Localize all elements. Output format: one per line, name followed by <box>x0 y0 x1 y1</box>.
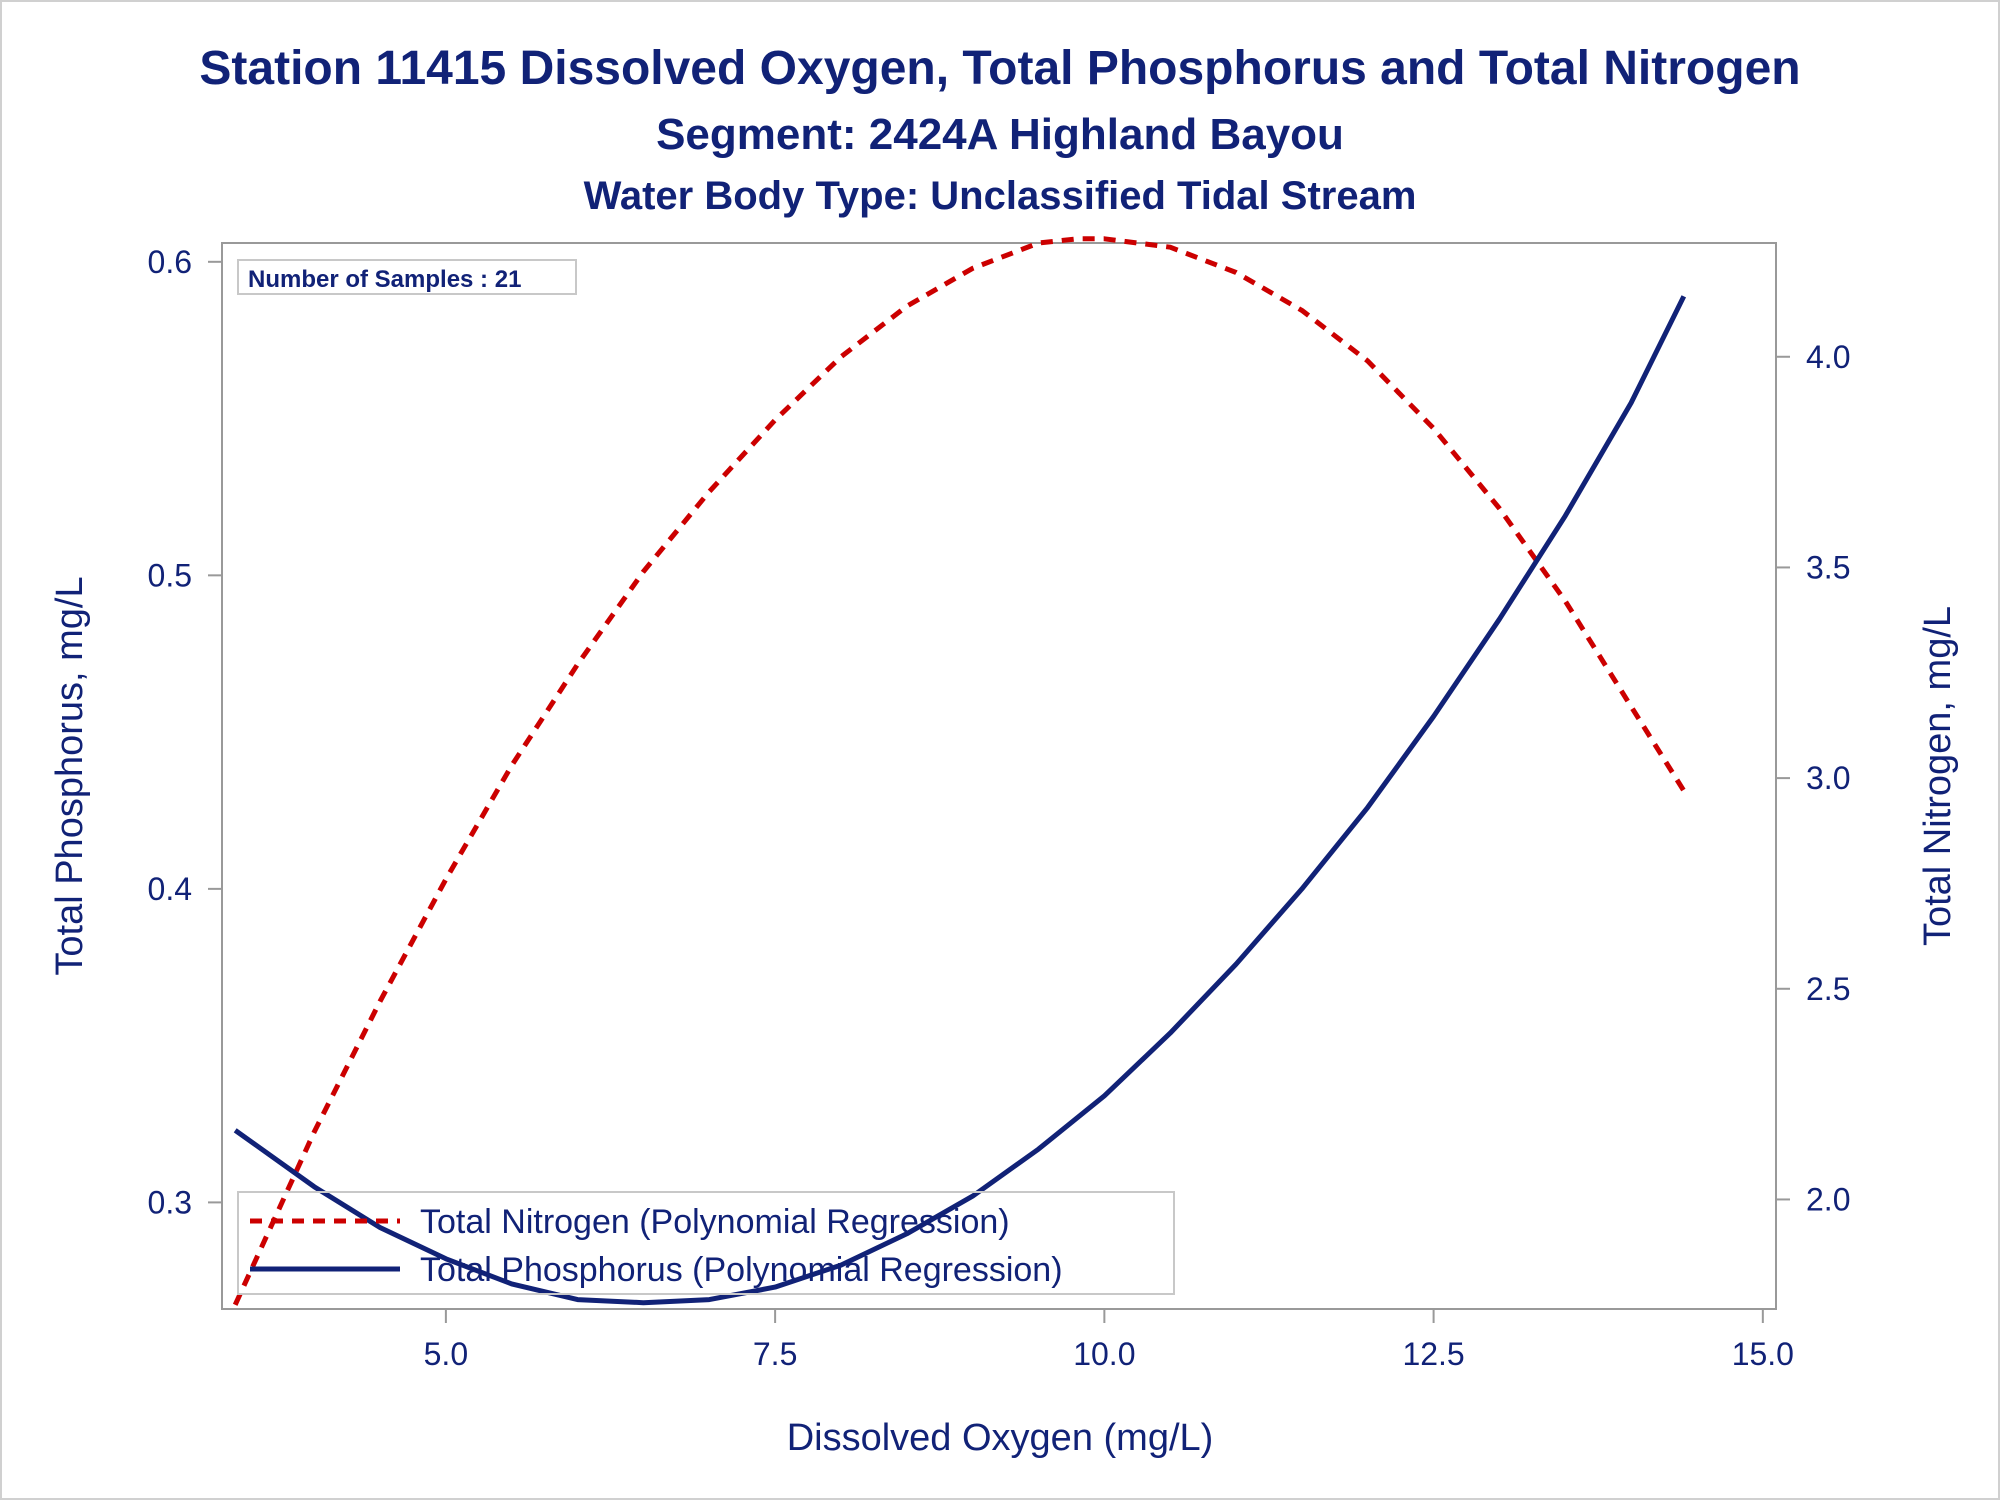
y-axis-right-label: Total Nitrogen, mg/L <box>1917 606 1959 946</box>
sample-count-text: Number of Samples : 21 <box>248 266 521 293</box>
series-line-nitrogen <box>232 236 1686 1306</box>
chart-subtitle: Segment: 2424A Highland Bayou <box>656 110 1344 159</box>
series-layer <box>232 236 1687 1306</box>
y-left-tick-label: 0.4 <box>148 871 192 907</box>
legend-label-phosphorus: Total Phosphorus (Polynomial Regression) <box>420 1251 1063 1289</box>
series-line-phosphorus <box>233 295 1687 1306</box>
chart-subtitle-2: Water Body Type: Unclassified Tidal Stre… <box>584 174 1417 218</box>
x-tick-label: 12.5 <box>1402 1336 1464 1372</box>
y-right-tick-label: 3.0 <box>1806 760 1850 796</box>
x-tick-label: 5.0 <box>424 1336 468 1372</box>
y-left-tick-label: 0.5 <box>148 557 192 593</box>
sample-count-border <box>237 259 577 295</box>
sample-count-box: Number of Samples : 21 <box>237 259 577 295</box>
y-right-tick-label: 4.0 <box>1806 339 1850 375</box>
legend-border <box>237 1191 1175 1295</box>
y-left-tick-label: 0.6 <box>148 244 192 280</box>
x-tick-label: 15.0 <box>1732 1336 1794 1372</box>
y-axis-right: 2.0 2.5 3.0 3.5 4.0 <box>1776 339 1850 1217</box>
legend-label-nitrogen: Total Nitrogen (Polynomial Regression) <box>420 1203 1010 1241</box>
y-right-tick-label: 3.5 <box>1806 549 1850 585</box>
y-right-tick-label: 2.5 <box>1806 971 1850 1007</box>
y-right-tick-label: 2.0 <box>1806 1181 1850 1217</box>
y-left-tick-label: 0.3 <box>148 1184 192 1220</box>
x-axis-label: Dissolved Oxygen (mg/L) <box>787 1417 1214 1459</box>
plot-area <box>221 242 1777 1310</box>
x-tick-label: 10.0 <box>1073 1336 1135 1372</box>
y-axis-left-label: Total Phosphorus, mg/L <box>49 576 91 975</box>
y-axis-left: 0.3 0.4 0.5 0.6 <box>148 244 222 1220</box>
chart-title: Station 11415 Dissolved Oxygen, Total Ph… <box>199 42 1800 95</box>
x-tick-label: 7.5 <box>753 1336 797 1372</box>
x-axis: 5.0 7.5 10.0 12.5 15.0 <box>424 1309 1794 1372</box>
legend: Total Nitrogen (Polynomial Regression) T… <box>237 1191 1175 1295</box>
